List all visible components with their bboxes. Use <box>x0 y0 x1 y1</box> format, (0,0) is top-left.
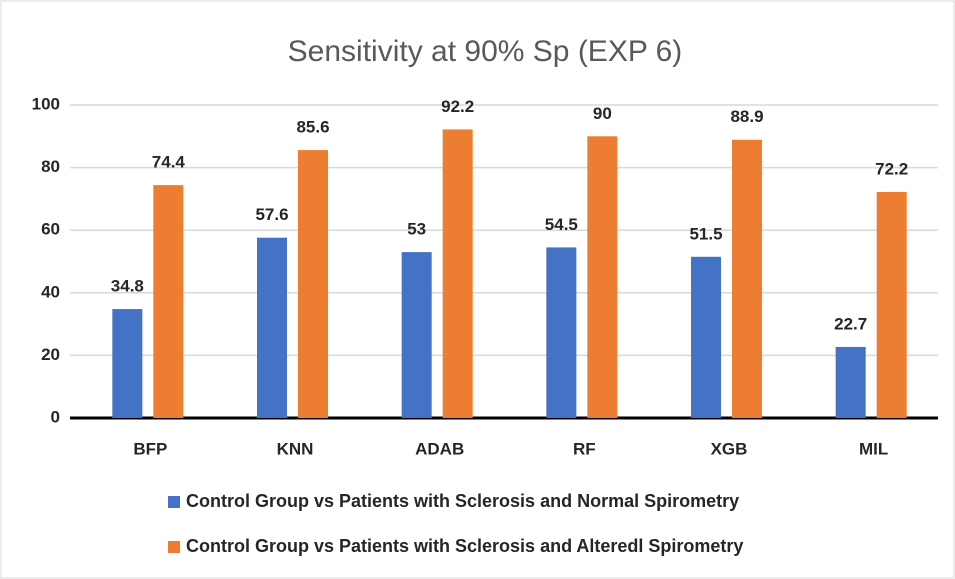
y-tick-label: 60 <box>41 220 60 239</box>
y-tick-label: 80 <box>41 157 60 176</box>
bar <box>442 129 473 418</box>
bar <box>112 309 143 418</box>
data-label: 90 <box>593 104 612 123</box>
data-label: 85.6 <box>296 118 329 137</box>
bar <box>691 256 721 418</box>
y-tick-label: 0 <box>51 407 60 426</box>
x-tick-label: XGB <box>711 439 748 458</box>
legend-label: Control Group vs Patients with Sclerosis… <box>186 491 739 511</box>
data-label: 72.2 <box>875 159 908 178</box>
data-label: 22.7 <box>834 314 867 333</box>
y-tick-label: 40 <box>41 282 60 301</box>
data-label: 57.6 <box>255 205 288 224</box>
bar <box>876 192 907 418</box>
y-tick-label: 20 <box>41 345 60 364</box>
x-tick-label: ADAB <box>415 439 464 458</box>
bar <box>401 252 432 418</box>
x-tick-label: KNN <box>277 439 314 458</box>
chart-title: Sensitivity at 90% Sp (EXP 6) <box>288 35 683 68</box>
data-label: 74.4 <box>152 153 186 172</box>
bar <box>546 247 577 418</box>
bar <box>298 150 328 418</box>
x-tick-label: RF <box>573 439 596 458</box>
bar <box>257 237 287 418</box>
data-label: 54.5 <box>545 215 578 234</box>
data-label: 53 <box>407 220 426 239</box>
bar <box>732 139 762 419</box>
x-tick-label: BFP <box>133 439 167 458</box>
bar <box>153 185 184 418</box>
bar <box>835 346 866 418</box>
data-label: 51.5 <box>689 224 722 243</box>
data-label: 34.8 <box>111 277 144 296</box>
x-tick-label: MIL <box>859 439 888 458</box>
legend-label: Control Group vs Patients with Sclerosis… <box>186 536 743 556</box>
data-label: 92.2 <box>441 97 474 116</box>
legend-swatch <box>168 496 180 508</box>
legend-swatch <box>168 541 180 553</box>
y-tick-label: 100 <box>32 94 60 113</box>
bar <box>587 136 618 419</box>
data-label: 88.9 <box>730 107 763 126</box>
